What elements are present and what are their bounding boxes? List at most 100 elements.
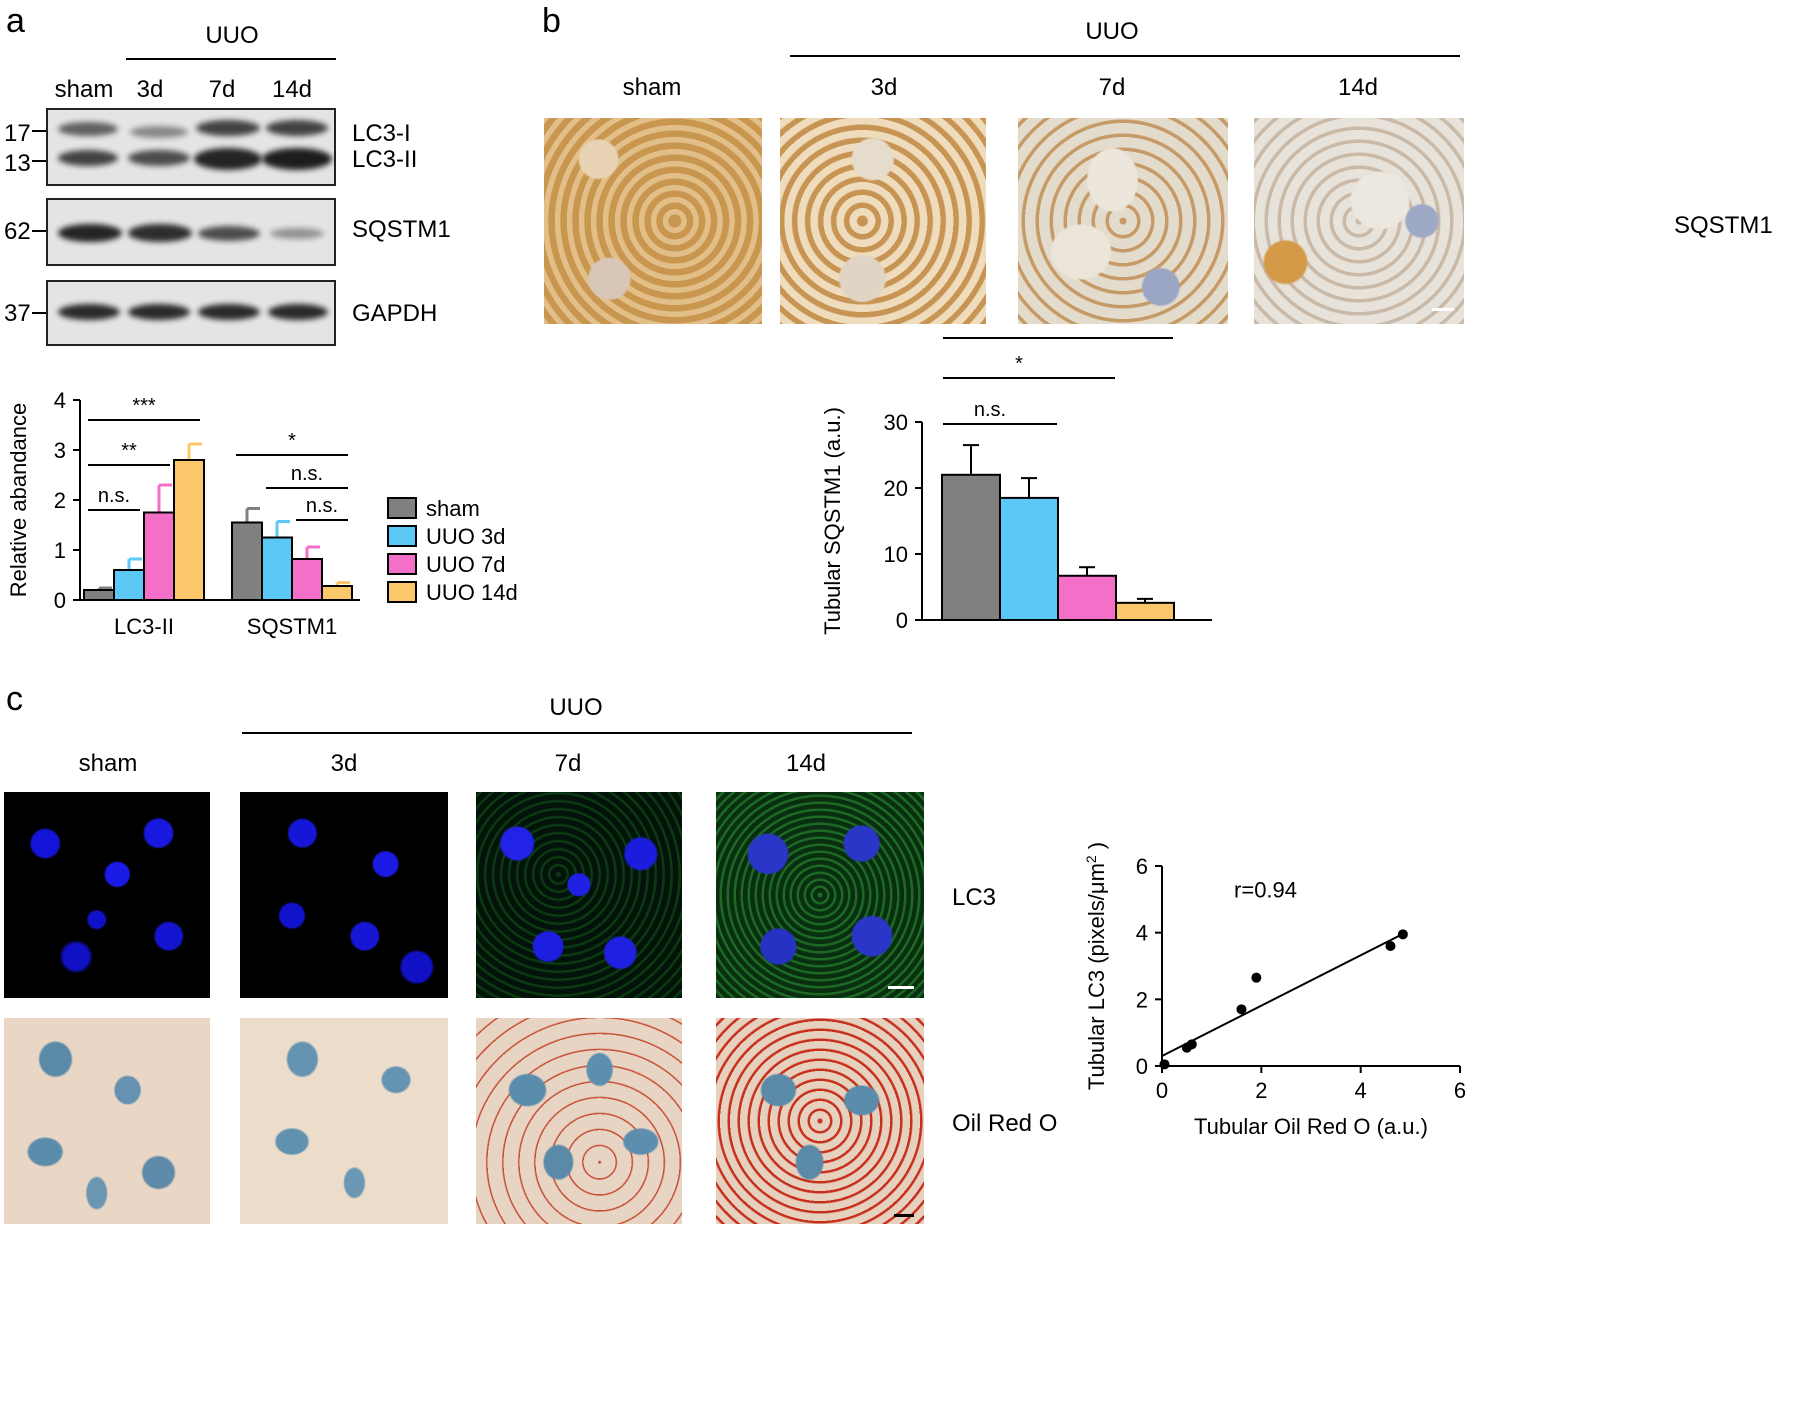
y-tick-label: 20 <box>884 476 908 501</box>
ihc-col-sham: sham <box>622 74 682 101</box>
oro-row-label: Oil Red O <box>952 1110 1058 1137</box>
bar <box>261 536 293 601</box>
x-tick-label: LC3-II <box>114 614 174 639</box>
panel-c-uuo-label: UUO <box>549 694 603 721</box>
legend-swatch <box>387 553 417 575</box>
gapdh-blot <box>46 280 336 346</box>
x-axis-label: Tubular Oil Red O (a.u.) <box>1194 1114 1428 1139</box>
y-tick-label: 4 <box>1136 921 1148 946</box>
legend-label: UUO 14d <box>426 580 518 605</box>
significance-label: n.s. <box>306 495 338 517</box>
chart-c-scatter: 0 2 4 6 0 2 4 6 Tubular Oil Red O (a.u.) Tubular … <box>1083 842 1466 1139</box>
ihc-row-label-sqstm1: SQSTM1 <box>1674 212 1773 239</box>
ihc-image-3d <box>780 118 986 324</box>
scatter-point <box>1251 972 1262 983</box>
significance-label: * <box>1015 353 1023 375</box>
legend-label: UUO 3d <box>426 524 505 549</box>
x-tick-label: SQSTM1 <box>247 614 337 639</box>
marker-tick-37 <box>32 312 46 314</box>
significance-label: n.s. <box>291 463 323 485</box>
ihc-col-3d: 3d <box>870 74 898 101</box>
significance-label: * <box>288 430 296 452</box>
x-tick-label: 2 <box>1255 1078 1267 1103</box>
ihc-image-sham <box>544 118 762 324</box>
y-axis-label-close: ) <box>1084 842 1109 855</box>
significance-label: n.s. <box>98 485 130 507</box>
oro-image-3d <box>240 1018 448 1224</box>
if-col-3d: 3d <box>330 750 358 777</box>
bar <box>321 585 353 601</box>
y-tick-label: 2 <box>1136 987 1148 1012</box>
legend-swatch <box>387 525 417 547</box>
if-image-3d <box>240 792 448 998</box>
x-tick-label: 6 <box>1454 1078 1466 1103</box>
panel-c-letter: c <box>6 680 23 718</box>
y-tick-label: 0 <box>54 588 66 613</box>
ihc-image-14d <box>1254 118 1464 324</box>
panel-b-uuo-label: UUO <box>1085 18 1139 45</box>
marker-37: 37 <box>4 300 31 327</box>
lane-label-7d: 7d <box>208 76 236 103</box>
bar <box>291 558 323 601</box>
scatter-point <box>1159 1059 1170 1070</box>
if-col-14d: 14d <box>785 750 827 777</box>
oro-image-14d <box>716 1018 924 1224</box>
legend-label: sham <box>426 496 480 521</box>
bar <box>173 459 205 601</box>
bar <box>941 473 1001 621</box>
y-tick-label: 4 <box>54 388 66 413</box>
legend-swatch <box>387 497 417 519</box>
marker-17: 17 <box>4 120 31 147</box>
significance-label: ** <box>1040 330 1056 335</box>
scatter-point <box>1236 1004 1247 1015</box>
bar <box>999 496 1059 621</box>
scatter-point <box>1397 929 1408 940</box>
lane-label-14d: 14d <box>271 76 313 103</box>
lane-label-3d: 3d <box>136 76 164 103</box>
fit-line <box>1161 931 1406 1057</box>
correlation-annotation: r=0.94 <box>1234 878 1297 903</box>
if-image-7d <box>476 792 682 998</box>
if-col-7d: 7d <box>554 750 582 777</box>
y-tick-label: 3 <box>54 438 66 463</box>
if-image-14d <box>716 792 924 998</box>
lane-label-sham: sham <box>54 76 114 103</box>
bar <box>83 589 115 601</box>
if-image-sham <box>4 792 210 998</box>
legend-swatch <box>387 581 417 603</box>
panel-c-uuo-bracket <box>242 732 912 734</box>
lc3-blot <box>46 108 336 186</box>
y-axis-label: Relative abandance <box>6 403 31 597</box>
ihc-col-14d: 14d <box>1337 74 1379 101</box>
panel-b-uuo-bracket <box>790 55 1460 57</box>
significance-label: *** <box>132 395 156 417</box>
chart-a-relative-abundance: 0 1 2 3 4 Relative abandance LC3-II SQSTM1 n.s. *… <box>6 388 518 639</box>
bar <box>1057 574 1117 621</box>
marker-tick-13 <box>32 160 46 162</box>
if-row-label-lc3: LC3 <box>952 884 997 911</box>
y-tick-label: 0 <box>896 608 908 633</box>
y-tick-label: 6 <box>1136 854 1148 879</box>
y-tick-label: 30 <box>884 410 908 435</box>
scale-bar <box>1432 308 1454 311</box>
panel-a-letter: a <box>6 2 25 40</box>
legend-label: UUO 7d <box>426 552 505 577</box>
marker-62: 62 <box>4 218 31 245</box>
x-tick-label: 0 <box>1156 1078 1168 1103</box>
y-axis-label: Tubular SQSTM1 (a.u.) <box>820 407 845 635</box>
scale-bar <box>894 1214 914 1217</box>
bar <box>113 569 145 601</box>
scale-bar <box>888 986 914 989</box>
marker-tick-17 <box>32 130 46 132</box>
y-tick-label: 1 <box>54 538 66 563</box>
oro-image-7d <box>476 1018 682 1224</box>
x-tick-label: 4 <box>1355 1078 1367 1103</box>
y-tick-label: 0 <box>1136 1054 1148 1079</box>
panel-a-uuo-bracket <box>126 58 336 60</box>
if-col-sham: sham <box>78 750 138 777</box>
significance-label: ** <box>121 440 137 462</box>
y-axis-label-main: Tubular LC3 (pixels/μm <box>1084 863 1109 1090</box>
ihc-image-7d <box>1018 118 1228 324</box>
significance-label: n.s. <box>974 399 1006 421</box>
